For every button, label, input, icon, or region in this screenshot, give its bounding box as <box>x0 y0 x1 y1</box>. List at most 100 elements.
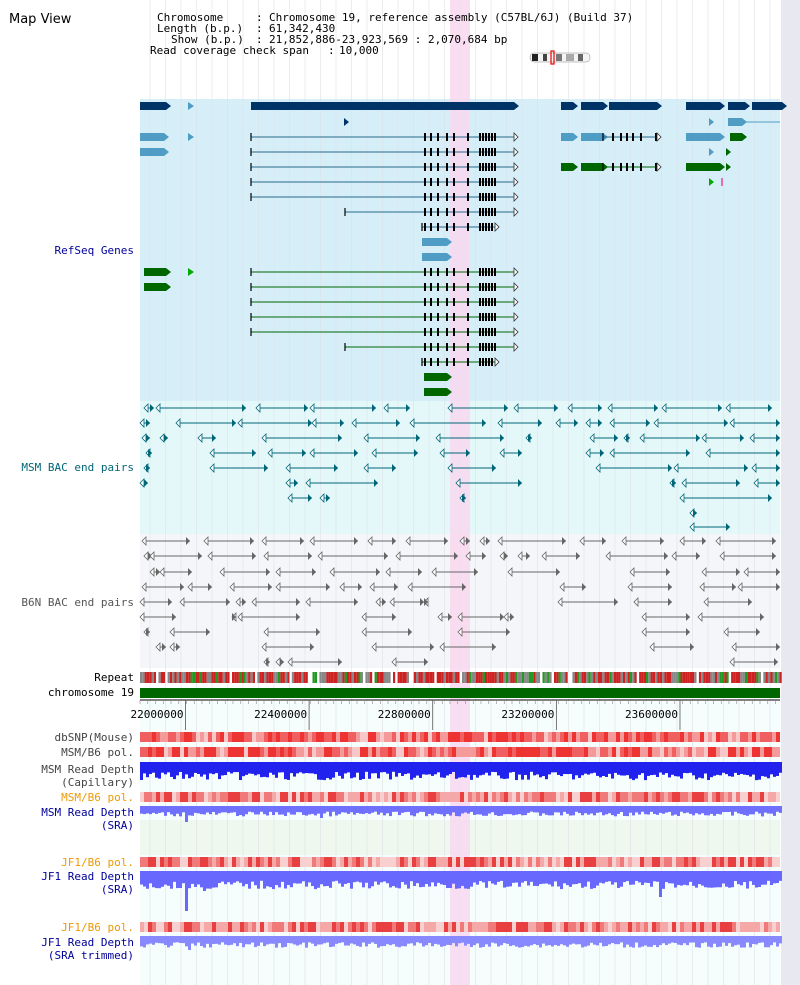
gene-block[interactable] <box>581 133 603 141</box>
bac-end <box>176 643 180 651</box>
bac-end <box>482 552 486 560</box>
chromosome-ideogram[interactable] <box>529 50 591 65</box>
msm-bac-track[interactable] <box>139 403 780 532</box>
repeat-element <box>719 672 722 683</box>
depth-bar <box>734 762 737 773</box>
depth-bar <box>551 871 554 887</box>
gene-block[interactable] <box>422 238 447 246</box>
msm-pol-cell <box>532 747 536 757</box>
bac-end <box>302 449 306 457</box>
jf1-b6-pol-track-label[interactable]: JF1/B6 pol. <box>61 856 134 869</box>
msm-pol-sra-cell <box>464 792 468 802</box>
gene-block[interactable] <box>581 102 603 110</box>
msm-b6-pol-track-label[interactable]: MSM/B6 pol. <box>61 746 134 759</box>
dbsnp-cell <box>636 732 640 742</box>
gene-block[interactable] <box>140 148 164 156</box>
repeat-element <box>763 672 766 683</box>
gene-block[interactable] <box>609 102 657 110</box>
gene-block[interactable] <box>561 102 573 110</box>
exon <box>488 313 490 321</box>
gene-block[interactable] <box>686 102 720 110</box>
gene-block[interactable] <box>424 373 447 381</box>
depth-bar <box>590 871 593 889</box>
bac-end <box>141 582 147 592</box>
read-depth-tracks[interactable] <box>140 762 782 950</box>
strand-arrow <box>656 132 662 142</box>
msm-bac-track-label[interactable]: MSM BAC end pairs <box>21 461 134 474</box>
jf1-depth-sra-label[interactable]: JF1 Read Depth <box>41 870 134 883</box>
depth-bar <box>317 762 320 780</box>
gene-block[interactable] <box>686 133 720 141</box>
repeat-element <box>422 672 426 683</box>
dbsnp-track-label[interactable]: dbSNP(Mouse) <box>55 731 134 744</box>
bac-end <box>595 463 601 473</box>
repeat-element <box>457 672 460 683</box>
gene-block[interactable] <box>581 163 603 171</box>
depth-bar <box>716 806 719 814</box>
repeat-element <box>765 672 768 683</box>
chromosome-bar[interactable] <box>140 688 780 698</box>
repeat-element <box>505 672 508 683</box>
depth-bar <box>503 936 506 944</box>
repeat-element <box>542 672 545 683</box>
polymorphism-heat-tracks[interactable] <box>140 732 780 932</box>
bac-end <box>602 537 606 545</box>
depth-bar <box>425 806 428 817</box>
msm-depth-sra-label[interactable]: MSM Read Depth <box>41 806 134 819</box>
dbsnp-cell <box>728 732 732 742</box>
depth-bar <box>176 806 179 814</box>
jf1-b6-pol-trimmed-track-label[interactable]: JF1/B6 pol. <box>61 921 134 934</box>
repeat-element <box>574 672 577 683</box>
jf1-pol-trimmed-cell <box>140 922 144 932</box>
gene-block[interactable] <box>728 118 742 126</box>
dbsnp-cell <box>588 732 592 742</box>
gene-block[interactable] <box>561 133 573 141</box>
depth-bar <box>164 871 167 885</box>
depth-bar <box>341 762 344 779</box>
msm-pol-cell <box>672 747 676 757</box>
jf1-pol-trimmed-cell <box>376 922 380 932</box>
depth-bar <box>206 762 209 780</box>
dbsnp-cell <box>452 732 456 742</box>
b6n-bac-track-label[interactable]: B6N BAC end pairs <box>21 596 134 609</box>
depth-bar <box>515 762 518 781</box>
dbsnp-cell <box>152 732 156 742</box>
gene-block[interactable] <box>686 163 720 171</box>
bac-end <box>555 418 561 428</box>
gene-block[interactable] <box>140 133 164 141</box>
depth-bar <box>299 936 302 945</box>
msm-depth-capillary-label[interactable]: MSM Read Depth <box>41 763 134 776</box>
gene-block[interactable] <box>422 253 447 261</box>
gene-block[interactable] <box>144 283 166 291</box>
gene-block[interactable] <box>251 102 514 110</box>
chromosome-track-label[interactable]: chromosome 19 <box>48 686 134 699</box>
bac-end <box>169 642 175 652</box>
depth-bar <box>335 762 338 773</box>
gene-block[interactable] <box>752 102 782 110</box>
refseq-gene-track[interactable] <box>140 102 787 396</box>
jf1-pol-trimmed-cell <box>216 922 220 932</box>
dbsnp-cell <box>504 732 508 742</box>
selection-highlight[interactable] <box>450 0 470 985</box>
jf1-pol-trimmed-cell <box>752 922 756 932</box>
depth-bar <box>269 871 272 888</box>
repeat-track-label[interactable]: Repeat <box>94 671 134 684</box>
gene-block-arrow <box>447 238 452 246</box>
msm-b6-pol-sra-track-label[interactable]: MSM/B6 pol. <box>61 791 134 804</box>
msm-pol-cell <box>776 747 780 757</box>
gene-block[interactable] <box>144 268 166 276</box>
refseq-track-label[interactable]: RefSeq Genes <box>55 244 134 257</box>
gene-block[interactable] <box>561 163 573 171</box>
repeat-element <box>307 672 311 683</box>
depth-bar <box>743 806 746 816</box>
gene-block[interactable] <box>728 102 745 110</box>
b6n-bac-track[interactable] <box>139 536 780 667</box>
depth-bar <box>263 871 266 889</box>
gene-block[interactable] <box>140 102 166 110</box>
jf1-pol-cell <box>740 857 744 867</box>
gene-block[interactable] <box>424 388 447 396</box>
jf1-depth-trimmed-label[interactable]: JF1 Read Depth <box>41 936 134 949</box>
gene-block[interactable] <box>730 133 742 141</box>
repeat-track[interactable] <box>140 672 782 683</box>
depth-bar <box>611 871 614 885</box>
